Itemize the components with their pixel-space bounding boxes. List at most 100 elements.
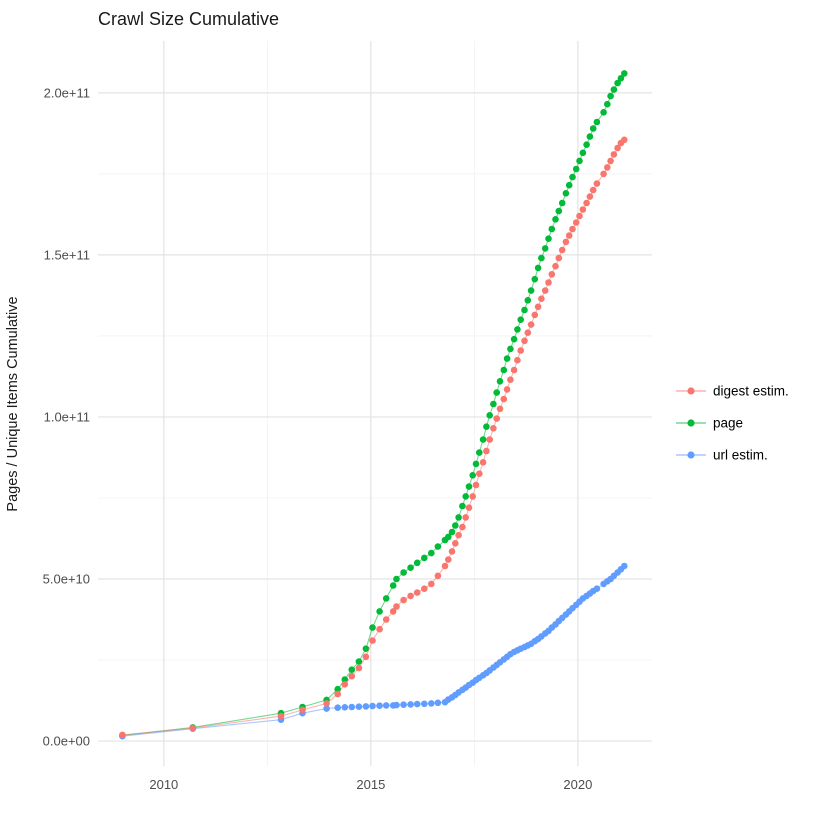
data-point-digest-estim — [517, 347, 524, 354]
data-point-digest-estim — [493, 415, 501, 422]
data-point-digest-estim — [469, 493, 477, 500]
axis-tick-labels: 0.0e+00 5.0e+10 1.0e+11 1.5e+11 2.0e+11 2010 2… — [43, 85, 593, 792]
data-point-digest-estim — [607, 157, 614, 165]
y-axis-title: Pages / Unique Items Cumulative — [5, 296, 21, 511]
data-point-page — [593, 118, 601, 126]
data-point-page — [555, 207, 563, 215]
data-point-page — [448, 528, 456, 536]
data-point-page — [607, 92, 614, 100]
data-point-digest-estim — [119, 731, 126, 739]
data-point-digest-estim — [552, 262, 559, 270]
data-point-digest-estim — [369, 637, 376, 644]
data-point-digest-estim — [434, 572, 442, 580]
data-point-page — [455, 514, 462, 521]
data-point-page — [479, 436, 487, 443]
data-point-digest-estim — [355, 664, 363, 672]
data-point-url-estim — [376, 702, 383, 709]
data-point-digest-estim — [538, 295, 545, 303]
data-point-digest-estim — [448, 548, 456, 555]
legend-item-url-estim: url estim. — [676, 448, 768, 463]
data-point-page — [500, 366, 508, 374]
legend-item-digest-estim: digest estim. — [676, 384, 789, 399]
data-point-page — [334, 685, 342, 693]
data-point-digest-estim — [323, 700, 330, 707]
data-point-page — [486, 412, 494, 419]
gridlines — [98, 41, 652, 766]
data-point-page — [503, 355, 511, 362]
data-point-url-estim — [400, 701, 407, 708]
data-point-digest-estim — [534, 303, 542, 311]
data-point-page — [589, 125, 597, 132]
data-point-digest-estim — [583, 199, 590, 207]
data-point-digest-estim — [562, 238, 570, 246]
data-point-page — [413, 559, 421, 567]
data-point-page — [393, 575, 400, 583]
data-point-digest-estim — [565, 232, 573, 239]
data-point-digest-estim — [496, 405, 504, 413]
data-point-page — [348, 666, 356, 673]
data-point-page — [341, 676, 349, 683]
data-point-page — [534, 264, 542, 272]
data-point-url-estim — [334, 704, 342, 711]
legend-point-icon-digest-estim — [687, 387, 695, 395]
data-point-digest-estim — [555, 254, 563, 262]
data-point-page — [421, 554, 428, 562]
data-point-digest-estim — [452, 540, 459, 547]
data-point-page — [472, 460, 480, 468]
data-point-digest-estim — [459, 523, 466, 531]
data-point-page — [531, 275, 539, 283]
y-tick-label: 1.0e+11 — [44, 409, 90, 424]
data-point-digest-estim — [400, 596, 407, 604]
data-point-page — [407, 564, 414, 571]
data-point-digest-estim — [341, 681, 349, 688]
data-point-digest-estim — [610, 151, 618, 158]
data-point-page — [452, 522, 459, 529]
data-point-page — [389, 582, 397, 589]
data-point-page — [514, 326, 521, 333]
series-line-url-estim — [122, 565, 625, 737]
legend-label-url-estim: url estim. — [713, 448, 768, 463]
data-point-page — [428, 549, 435, 557]
y-tick-label: 5.0e+10 — [43, 571, 90, 586]
data-point-digest-estim — [479, 459, 487, 466]
data-point-digest-estim — [465, 504, 473, 512]
data-point-digest-estim — [421, 585, 428, 592]
legend-point-icon-page — [687, 419, 695, 427]
data-point-page — [524, 297, 532, 304]
y-tick-label: 2.0e+11 — [44, 85, 90, 100]
data-point-url-estim — [382, 702, 390, 709]
data-point-digest-estim — [462, 514, 470, 521]
data-point-page — [569, 173, 576, 181]
data-point-page — [510, 335, 518, 343]
plot-area: 0.0e+00 5.0e+10 1.0e+11 1.5e+11 2.0e+11 2010 2… — [43, 41, 789, 792]
series-digest-estim — [119, 136, 628, 739]
data-point-digest-estim — [486, 436, 494, 443]
data-point-digest-estim — [589, 186, 597, 194]
data-point-digest-estim — [382, 616, 390, 623]
data-point-page — [545, 235, 552, 242]
data-point-digest-estim — [441, 562, 449, 570]
data-point-page — [572, 165, 580, 173]
legend-label-digest-estim: digest estim. — [713, 384, 789, 399]
y-tick-label: 1.5e+11 — [44, 247, 90, 262]
chart-title: Crawl Size Cumulative — [98, 9, 279, 29]
data-point-page — [621, 70, 628, 77]
data-point-page — [507, 345, 514, 353]
data-point-digest-estim — [545, 279, 552, 286]
data-point-digest-estim — [483, 447, 490, 455]
data-point-digest-estim — [376, 625, 383, 633]
data-point-url-estim — [341, 704, 349, 711]
data-point-page — [541, 245, 549, 252]
data-point-url-estim — [323, 705, 330, 712]
data-point-url-estim — [407, 701, 414, 708]
data-point-digest-estim — [472, 481, 480, 489]
data-point-page — [490, 400, 497, 408]
data-point-page — [459, 502, 466, 510]
data-point-page — [604, 100, 611, 108]
legend-item-page: page — [676, 416, 743, 431]
data-point-digest-estim — [455, 531, 462, 539]
data-point-page — [496, 378, 504, 385]
data-point-url-estim — [348, 703, 356, 711]
data-point-digest-estim — [507, 376, 514, 384]
